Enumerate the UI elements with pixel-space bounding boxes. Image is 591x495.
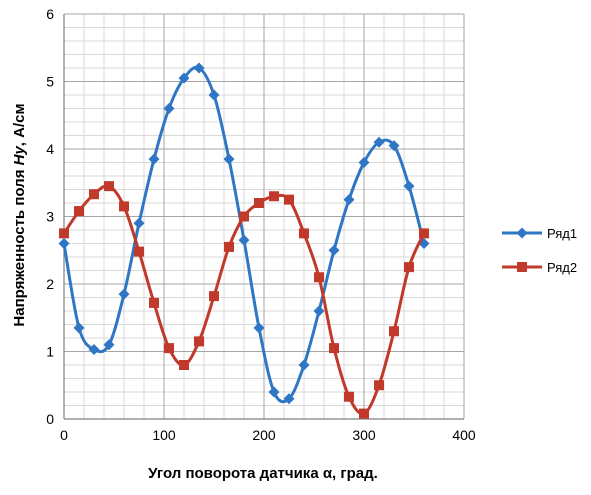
series-2-point (269, 191, 279, 202)
series-1-point (133, 217, 145, 229)
series-1-point (388, 140, 400, 152)
y-tick-label: 0 (46, 411, 54, 427)
y-tick-label: 5 (46, 74, 54, 90)
series-1-point (88, 343, 100, 355)
series-2-point (359, 408, 369, 419)
series-2-point (179, 360, 189, 370)
tick-labels: 0 100 200 300 400 0 1 2 3 4 5 6 (46, 6, 476, 443)
series-2-point (344, 391, 354, 402)
x-tick-label: 200 (252, 427, 276, 443)
y-axis-title: Напряженность поля Hy, А/см (11, 103, 28, 326)
series-2-point (209, 291, 219, 302)
legend-item-2: Ряд2 (502, 260, 577, 275)
series-2-point (89, 189, 99, 200)
legend-swatch-marker (516, 227, 528, 239)
legend-label: Ряд2 (547, 260, 577, 275)
series-2-point (239, 211, 249, 222)
series-2-point (389, 326, 399, 337)
series-2-point (299, 228, 309, 239)
series-1-point (193, 62, 205, 74)
y-axis-title-italic: Hy (11, 146, 28, 166)
series-1-point (253, 322, 265, 334)
series-1-point (163, 103, 175, 114)
legend-item-1: Ряд1 (502, 226, 577, 241)
series-2-point (284, 194, 294, 205)
series-1-point (118, 288, 130, 300)
series-1-point (148, 153, 160, 165)
series-1-point (73, 322, 85, 334)
x-tick-label: 0 (60, 427, 68, 443)
series-2-point (194, 336, 204, 347)
series-1 (58, 62, 430, 405)
series-2-point (119, 201, 129, 212)
series-1-point (328, 244, 340, 256)
series-2-point (59, 228, 69, 239)
series-2-point (224, 241, 234, 252)
series-2-point (164, 343, 174, 354)
y-tick-label: 6 (46, 6, 54, 22)
series-1-point (343, 194, 355, 206)
legend: Ряд1 Ряд2 (502, 226, 577, 275)
x-tick-label: 300 (352, 427, 376, 443)
series-2 (59, 181, 429, 419)
series-1-point (403, 180, 415, 192)
y-tick-label: 2 (46, 276, 54, 292)
y-axis-title-prefix: Напряженность поля (11, 165, 28, 326)
series-1-point (283, 393, 295, 405)
y-tick-label: 1 (46, 344, 54, 360)
y-tick-label: 3 (46, 209, 54, 225)
series-1-point (208, 89, 220, 101)
y-tick-label: 4 (46, 141, 54, 157)
series-1-point (178, 72, 190, 84)
series-1-point (58, 238, 70, 249)
x-tick-label: 400 (452, 427, 476, 443)
x-axis-title: Угол поворота датчика α, град. (148, 465, 378, 482)
series-2-point (314, 272, 324, 283)
series-2-point (419, 228, 429, 239)
series-2-point (149, 297, 159, 308)
series-2-point (374, 380, 384, 391)
series-1-point (103, 339, 115, 351)
series-1-point (223, 153, 235, 165)
series-2-point (134, 246, 144, 257)
plot-area: 0 100 200 300 400 0 1 2 3 4 5 6 (46, 6, 476, 443)
grid (63, 13, 465, 420)
series-1-point (238, 234, 250, 246)
series-2-point (74, 206, 84, 217)
series-2-point (254, 198, 264, 208)
legend-label: Ряд1 (547, 226, 577, 241)
series-2-point (104, 181, 114, 192)
legend-swatch-marker (517, 262, 527, 272)
series-2-point (329, 343, 339, 354)
series-1-point (313, 305, 325, 317)
series-1-point (268, 386, 280, 398)
series-1-point (373, 136, 385, 148)
series-layer (58, 62, 430, 419)
series-1-point (298, 359, 310, 371)
series-2-point (404, 262, 414, 273)
y-axis-title-suffix: , А/см (11, 103, 28, 146)
series-1-point (358, 157, 370, 168)
x-tick-label: 100 (152, 427, 176, 443)
